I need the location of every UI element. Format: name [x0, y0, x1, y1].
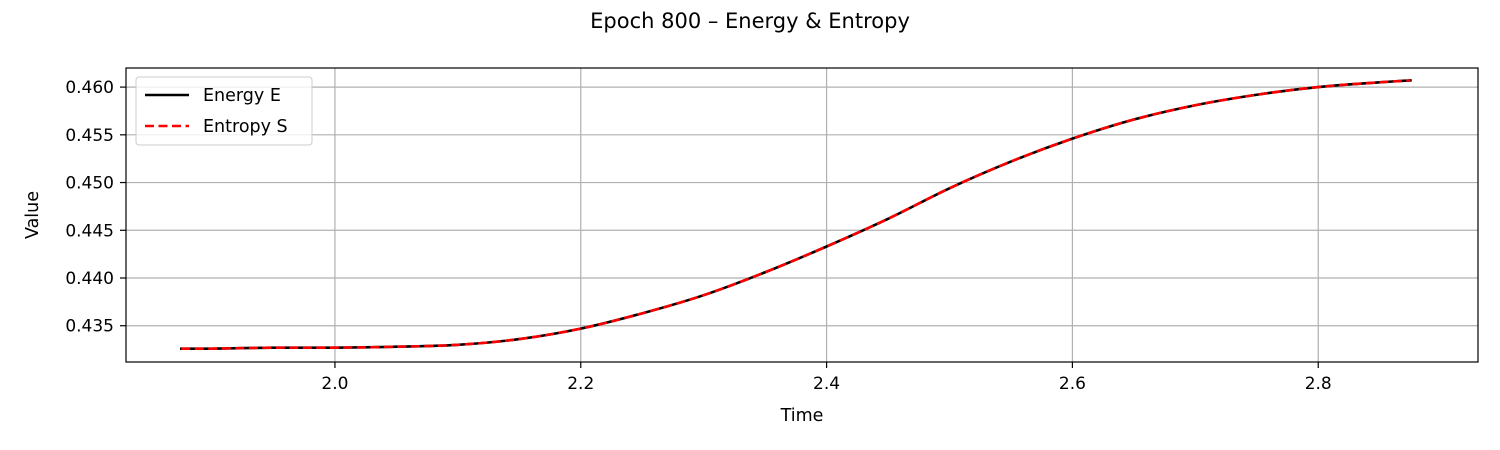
y-tick-label: 0.435 — [65, 317, 114, 337]
legend: Energy E Entropy S — [135, 76, 313, 146]
y-tick-label: 0.450 — [65, 174, 114, 194]
x-axis-label: Time — [780, 406, 824, 426]
x-tick-label: 2.0 — [321, 374, 348, 394]
y-tick-label: 0.455 — [65, 126, 114, 146]
y-tick-label: 0.440 — [65, 269, 114, 289]
plot-frame — [125, 67, 1479, 363]
y-tick-label: 0.445 — [65, 221, 114, 241]
grid — [126, 68, 1478, 362]
y-tick-label: 0.460 — [65, 78, 114, 98]
x-tick-label: 2.8 — [1305, 374, 1332, 394]
chart-title: Epoch 800 – Energy & Entropy — [590, 9, 910, 33]
series-line-energy — [180, 79, 1412, 351]
x-tick-label: 2.6 — [1059, 374, 1086, 394]
y-axis-label: Value — [23, 191, 43, 239]
x-tick-label: 2.4 — [813, 374, 840, 394]
series-line-entropy — [181, 79, 1411, 351]
x-axis-ticks: 2.0 2.2 2.4 2.6 2.8 — [321, 362, 1332, 394]
legend-label-entropy: Entropy S — [203, 117, 288, 137]
x-tick-label: 2.2 — [567, 374, 594, 394]
y-axis-ticks: 0.435 0.440 0.445 0.450 0.455 0.460 — [65, 78, 126, 337]
legend-label-energy: Energy E — [203, 86, 281, 106]
series-layer — [180, 79, 1412, 351]
